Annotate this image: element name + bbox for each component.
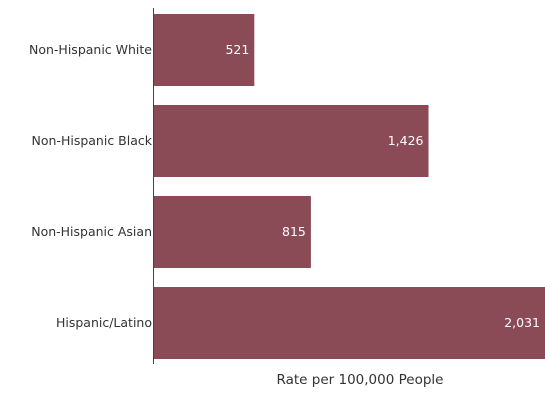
category-label-non-hispanic-white: Non-Hispanic White bbox=[29, 42, 152, 57]
bar-non-hispanic-asian bbox=[154, 196, 311, 268]
value-label-non-hispanic-asian: 815 bbox=[282, 224, 306, 239]
category-label-non-hispanic-asian: Non-Hispanic Asian bbox=[31, 224, 152, 239]
bar-non-hispanic-white bbox=[154, 14, 255, 86]
x-axis-title: Rate per 100,000 People bbox=[277, 372, 444, 388]
value-label-non-hispanic-white: 521 bbox=[225, 42, 249, 57]
value-label-hispanic-latino: 2,031 bbox=[504, 315, 540, 330]
value-label-non-hispanic-black: 1,426 bbox=[388, 133, 424, 148]
category-label-non-hispanic-black: Non-Hispanic Black bbox=[32, 133, 153, 148]
bar-hispanic-latino bbox=[154, 287, 545, 359]
category-label-hispanic-latino: Hispanic/Latino bbox=[56, 315, 152, 330]
bar-non-hispanic-black bbox=[154, 105, 429, 177]
